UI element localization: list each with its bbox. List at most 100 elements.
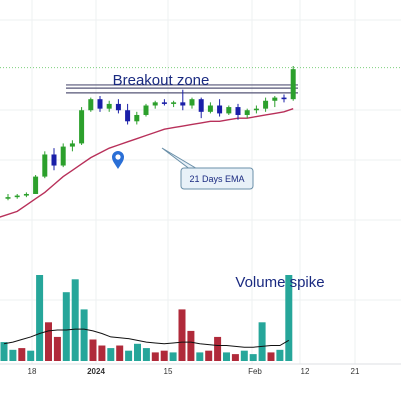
volume-bar bbox=[116, 345, 124, 361]
volume-bar bbox=[71, 279, 79, 361]
candle bbox=[253, 105, 259, 114]
candle-body bbox=[272, 97, 278, 101]
volume-bar bbox=[89, 339, 97, 361]
volume-bars bbox=[0, 275, 293, 361]
candles bbox=[5, 66, 296, 201]
volume-bar bbox=[98, 345, 106, 361]
candle-body bbox=[217, 105, 223, 114]
candle-body bbox=[226, 107, 232, 114]
candle bbox=[152, 100, 158, 109]
candle-body bbox=[125, 110, 131, 122]
volume-average-line bbox=[3, 328, 290, 348]
volume-bar bbox=[223, 352, 230, 361]
candle-body bbox=[79, 110, 85, 144]
candle-body bbox=[198, 99, 204, 112]
candle-body bbox=[290, 69, 296, 100]
candle-body bbox=[263, 100, 269, 109]
candle-body bbox=[134, 114, 140, 122]
candle-body bbox=[60, 146, 66, 166]
x-tick-label: 18 bbox=[28, 367, 37, 376]
candle-body bbox=[171, 102, 177, 104]
x-tick-label: 2024 bbox=[87, 367, 105, 376]
ema-21-line bbox=[0, 107, 294, 218]
callout-box bbox=[180, 167, 254, 190]
volume-bar bbox=[27, 350, 35, 361]
candle-body bbox=[180, 102, 186, 106]
ema-callout: 21 Days EMA bbox=[161, 147, 254, 190]
x-tick-label: Feb bbox=[248, 367, 262, 376]
volume-bar bbox=[169, 352, 177, 361]
candle-body bbox=[244, 110, 250, 115]
volume-average bbox=[3, 328, 290, 348]
candle bbox=[189, 97, 195, 109]
candle bbox=[33, 175, 39, 194]
volume-bar bbox=[205, 350, 213, 361]
x-axis: 18 2024 15 Feb 12 21 bbox=[0, 363, 401, 376]
candle-body bbox=[14, 195, 20, 198]
ema-line-group bbox=[0, 107, 294, 218]
candle bbox=[125, 103, 131, 125]
candle bbox=[161, 99, 167, 106]
candle-body bbox=[106, 103, 112, 109]
candle-body bbox=[51, 154, 57, 166]
volume-bar bbox=[18, 348, 26, 361]
candle bbox=[88, 97, 94, 112]
candle-body bbox=[97, 99, 103, 109]
candle bbox=[51, 148, 57, 171]
candle bbox=[198, 97, 204, 119]
volume-spike-label: Volume spike bbox=[235, 274, 324, 291]
candle-body bbox=[88, 99, 94, 111]
candle bbox=[244, 108, 250, 119]
volume-bar bbox=[151, 352, 159, 361]
volume-bar bbox=[231, 354, 239, 361]
candle bbox=[171, 100, 177, 108]
candle-body bbox=[69, 143, 75, 147]
ema-callout-label: 21 Days EMA bbox=[189, 174, 244, 184]
volume-bar bbox=[267, 352, 275, 361]
candle-body bbox=[253, 108, 259, 111]
candle bbox=[226, 105, 232, 115]
volume-bar bbox=[107, 348, 115, 361]
candle-body bbox=[23, 193, 29, 196]
volume-bar bbox=[134, 343, 141, 361]
candle bbox=[180, 89, 186, 111]
location-marker-icon bbox=[112, 151, 124, 169]
candle bbox=[143, 103, 149, 117]
volume-bar bbox=[285, 275, 293, 361]
volume-bar bbox=[53, 336, 61, 361]
volume-bar bbox=[0, 342, 8, 361]
candle-body bbox=[152, 102, 158, 106]
candle bbox=[272, 96, 278, 108]
x-tick-label: 12 bbox=[301, 367, 310, 376]
candle bbox=[115, 99, 121, 114]
breakout-zone-label: Breakout zone bbox=[113, 72, 210, 89]
volume-bar bbox=[160, 350, 168, 361]
candle bbox=[60, 143, 66, 168]
candle bbox=[235, 103, 241, 120]
candle-body bbox=[33, 176, 39, 194]
volume-bar bbox=[178, 309, 186, 361]
volume-bar bbox=[45, 322, 52, 361]
candle-body bbox=[115, 103, 121, 111]
candle bbox=[281, 94, 287, 103]
candle bbox=[217, 99, 223, 117]
volume-bar bbox=[62, 292, 70, 361]
candle-body bbox=[189, 99, 195, 106]
volume-bar bbox=[80, 309, 88, 361]
volume-bar bbox=[214, 336, 222, 361]
x-tick-label: 21 bbox=[351, 367, 360, 376]
candle bbox=[69, 140, 75, 152]
volume-bar bbox=[187, 330, 195, 361]
volume-bar bbox=[276, 349, 284, 361]
candle-body bbox=[281, 97, 287, 100]
candle bbox=[290, 66, 296, 101]
candle bbox=[42, 151, 48, 179]
candle-body bbox=[207, 105, 213, 112]
volume-bar bbox=[36, 275, 44, 361]
candle-body bbox=[143, 105, 149, 115]
volume-bar bbox=[249, 354, 257, 361]
candle bbox=[23, 192, 29, 198]
candle bbox=[14, 193, 20, 199]
